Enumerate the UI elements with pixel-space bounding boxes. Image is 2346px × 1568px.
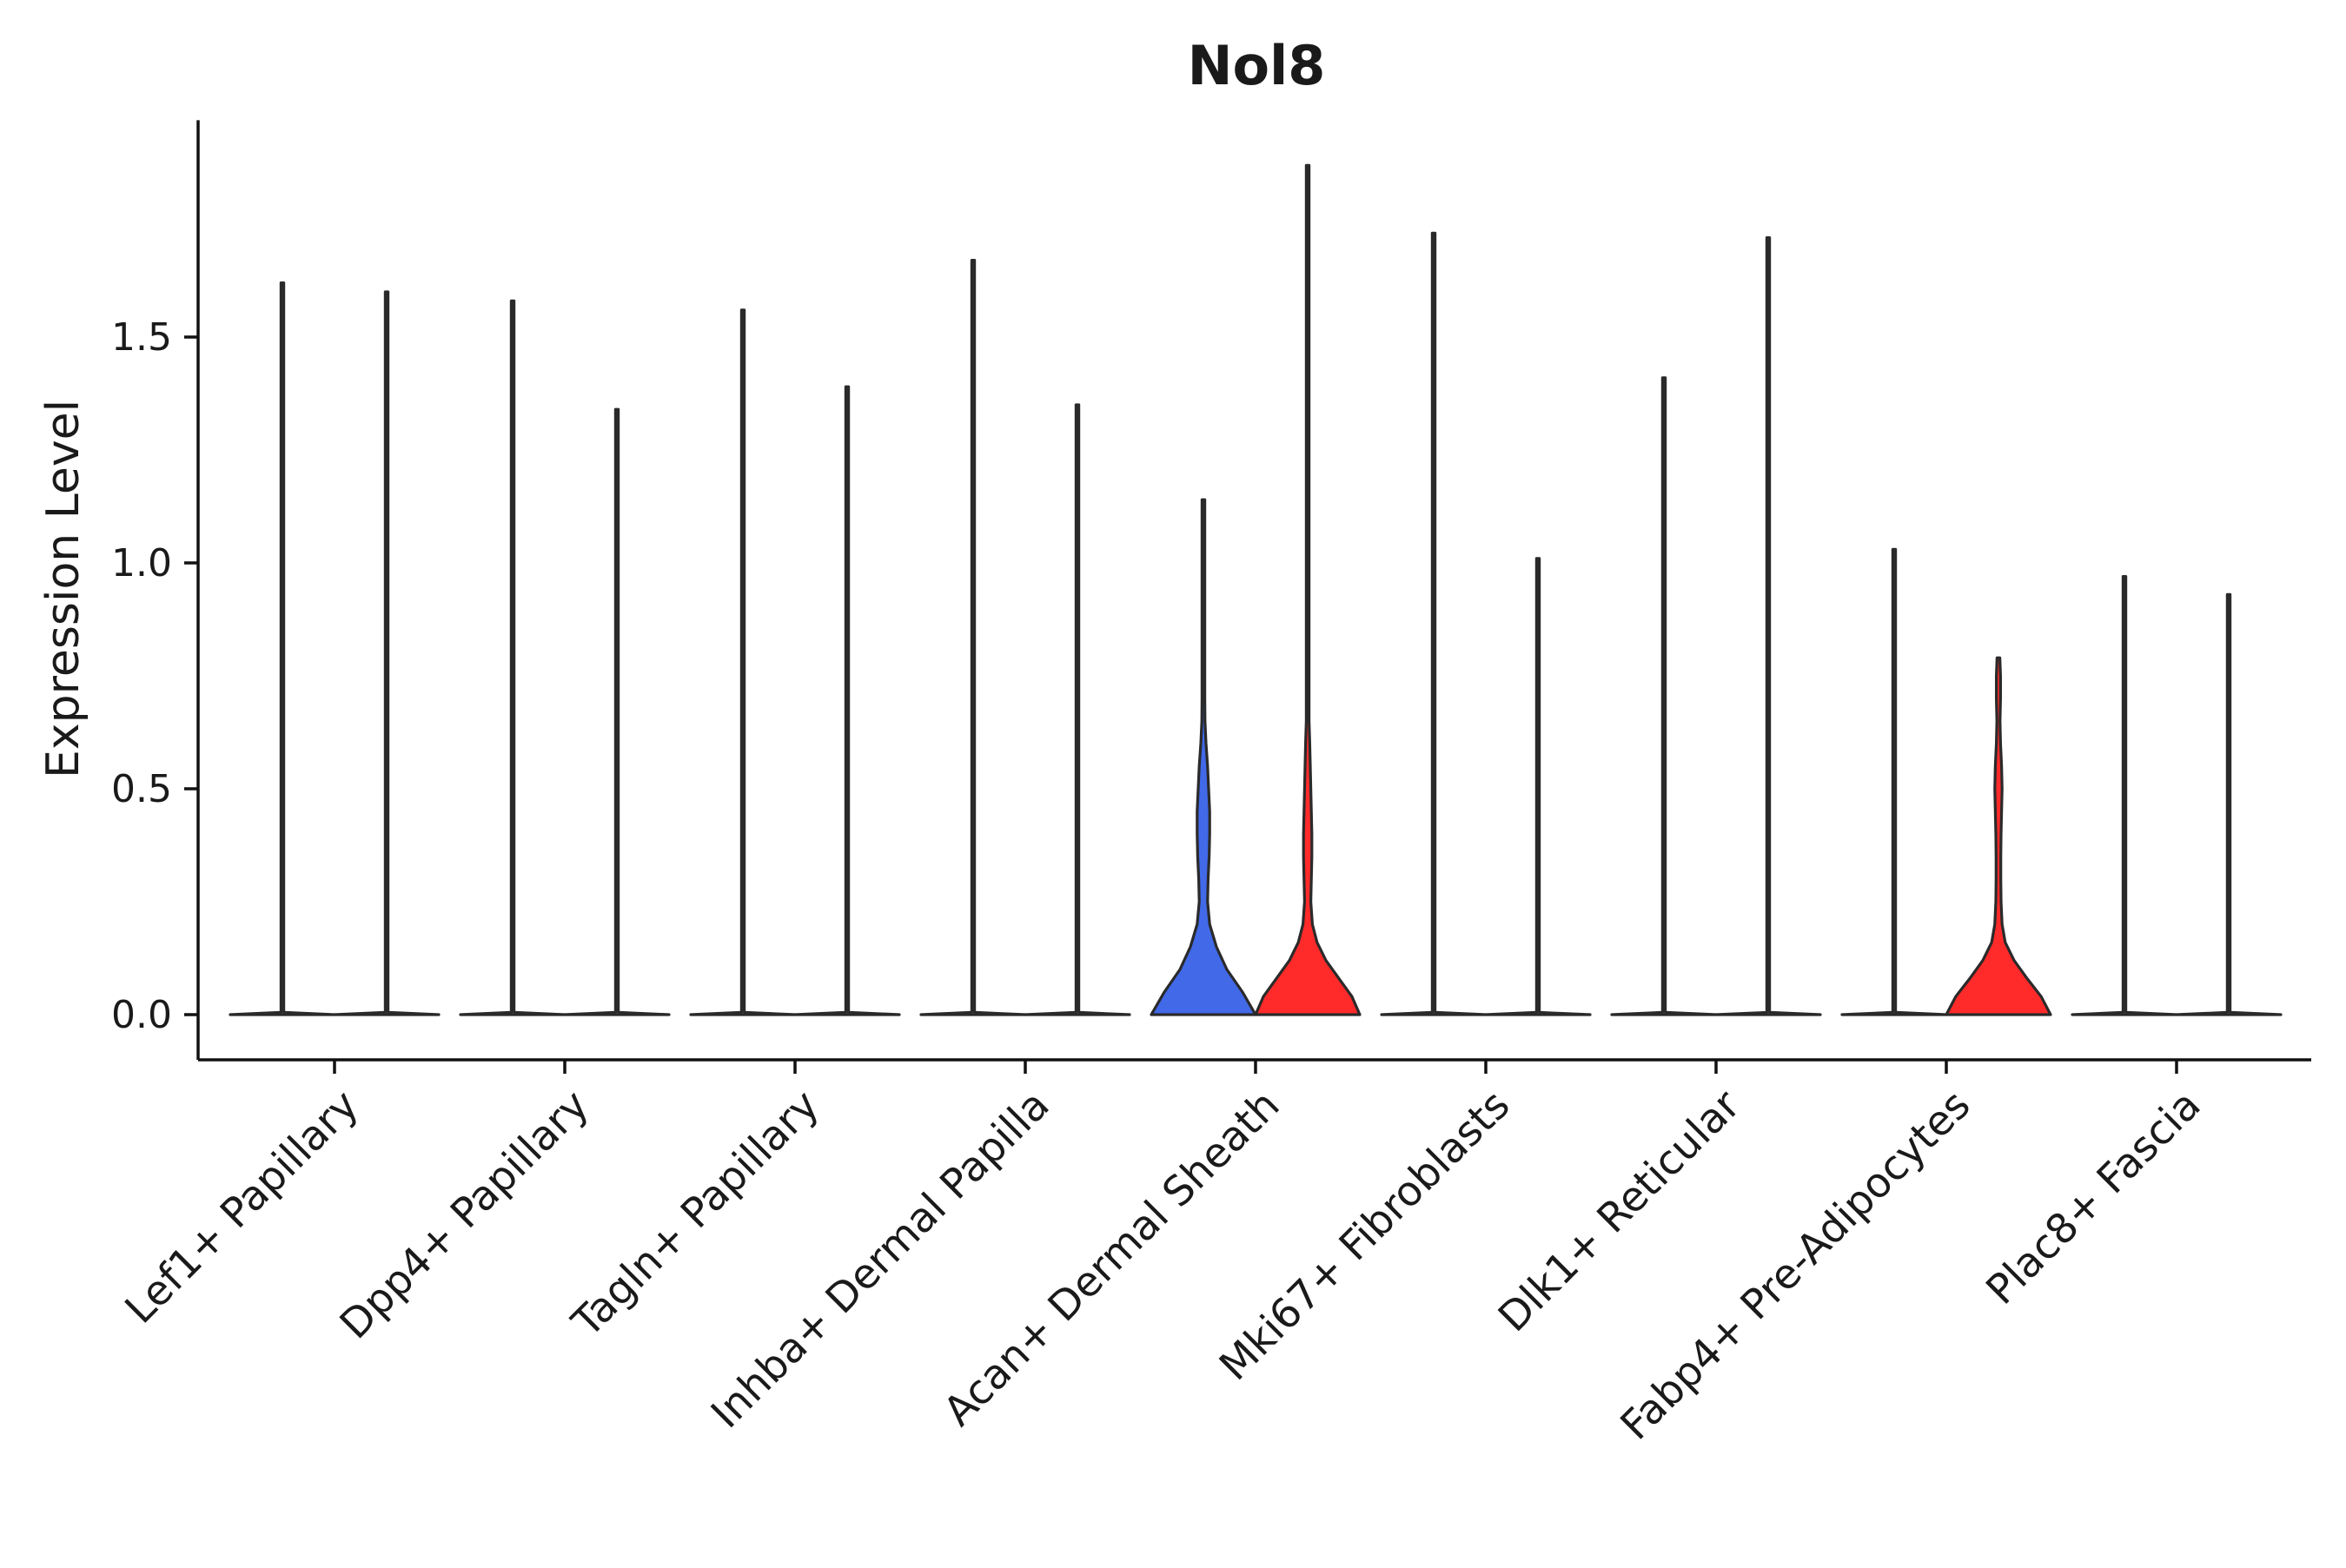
violin-1-2: [689, 308, 797, 1016]
violin-2-0: [333, 290, 441, 1016]
violin-1-4: [1150, 498, 1257, 1016]
violin-1-1: [459, 299, 567, 1016]
y-tick-label: 1.5: [111, 315, 172, 360]
violin-1-5: [1380, 231, 1488, 1016]
violin-2-3: [1024, 403, 1131, 1016]
violin-layer: [229, 163, 2283, 1016]
x-tick-label: Lef1+ Papillary: [116, 1082, 368, 1333]
x-tick-label: Dlk1+ Reticular: [1489, 1081, 1750, 1341]
violin-2-8: [2175, 592, 2283, 1016]
violin-1-3: [919, 259, 1027, 1016]
chart-title: Nol8: [1188, 34, 1326, 97]
y-axis-ticks: 0.0 0.5 1.0 1.5: [111, 315, 198, 1037]
violin-2-7: [1945, 656, 2052, 1016]
x-tick-label: Tagln+ Papillary: [563, 1082, 829, 1347]
y-tick-label: 0.0: [111, 993, 172, 1037]
violin-1-8: [2071, 575, 2178, 1016]
x-tick-label: Dpp4+ Papillary: [331, 1082, 599, 1349]
violin-2-6: [1714, 236, 1822, 1016]
y-tick-label: 1.0: [111, 541, 172, 586]
violin-2-5: [1484, 557, 1592, 1016]
violin-1-6: [1610, 376, 1718, 1016]
x-tick-label: Plac8+ Fascia: [1978, 1082, 2210, 1314]
violin-1-7: [1840, 547, 1948, 1016]
violin-2-1: [563, 407, 671, 1016]
violin-2-2: [793, 385, 901, 1016]
violin-1-0: [229, 281, 336, 1016]
y-axis-label: Expression Level: [37, 400, 89, 778]
y-tick-label: 0.5: [111, 767, 172, 811]
violin-2-4: [1254, 163, 1362, 1016]
